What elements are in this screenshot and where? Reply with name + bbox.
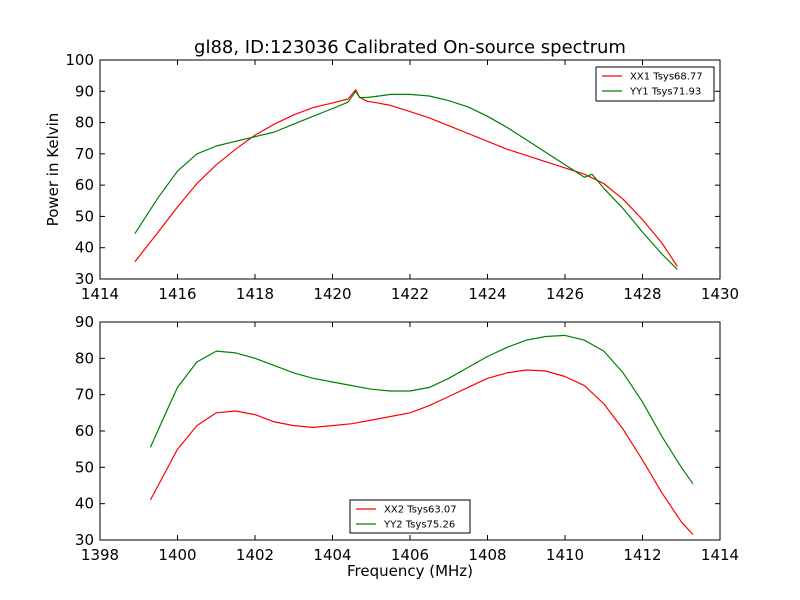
y-tick-label: 80 xyxy=(75,349,94,367)
y-tick-label: 30 xyxy=(75,270,94,288)
y-tick-label: 100 xyxy=(65,51,94,69)
y-tick-label: 40 xyxy=(75,495,94,513)
x-tick-label: 1416 xyxy=(158,285,196,303)
legend-box xyxy=(349,499,471,534)
y-tick-label: 60 xyxy=(75,422,94,440)
x-tick-label: 1414 xyxy=(701,546,739,564)
legend-label: XX2 Tsys63.07 xyxy=(384,505,457,516)
y-tick-label: 60 xyxy=(75,176,94,194)
x-tick-label: 1404 xyxy=(313,546,351,564)
x-axis-label: Frequency (MHz) xyxy=(347,562,473,580)
x-tick-label: 1420 xyxy=(313,285,351,303)
series-line-yy xyxy=(134,90,678,271)
x-tick-label: 1408 xyxy=(468,546,506,564)
y-tick-label: 30 xyxy=(75,531,94,549)
x-tick-label: 1428 xyxy=(623,285,661,303)
y-tick-label: 50 xyxy=(75,207,94,225)
legend-label: YY1 Tsys71.93 xyxy=(629,87,701,98)
y-tick-label: 40 xyxy=(75,239,94,257)
legend-label: XX1 Tsys68.77 xyxy=(630,72,703,83)
x-tick-label: 1410 xyxy=(546,546,584,564)
y-axis-label: Power in Kelvin xyxy=(44,113,62,227)
x-tick-label: 1398 xyxy=(81,546,119,564)
x-tick-label: 1414 xyxy=(81,285,119,303)
y-tick-label: 80 xyxy=(75,114,94,132)
x-tick-label: 1400 xyxy=(158,546,196,564)
x-tick-label: 1418 xyxy=(236,285,274,303)
legend-box xyxy=(595,66,715,102)
top-plot: 1414 1416 1418 1420 1422 1424 1426 1428 1430 30 40… xyxy=(44,51,739,303)
series-line-yy xyxy=(149,334,694,485)
bottom-plot: 1398 1400 1402 1404 1406 1408 1410 1412 1414 30 40… xyxy=(75,313,739,580)
x-tick-label: 1412 xyxy=(623,546,661,564)
x-tick-label: 1424 xyxy=(468,285,506,303)
y-tick-label: 50 xyxy=(75,458,94,476)
legend-label: YY2 Tsys75.26 xyxy=(383,520,455,531)
series-line-xx xyxy=(134,89,678,267)
y-tick-label: 90 xyxy=(75,82,94,100)
y-tick-label: 70 xyxy=(75,145,94,163)
y-tick-label: 70 xyxy=(75,386,94,404)
x-tick-label: 1430 xyxy=(701,285,739,303)
x-tick-label: 1426 xyxy=(546,285,584,303)
legend: XX1 Tsys68.77 YY1 Tsys71.93 xyxy=(595,66,715,102)
x-tick-label: 1422 xyxy=(391,285,429,303)
y-tick-label: 90 xyxy=(75,313,94,331)
series-line-xx xyxy=(149,369,694,535)
legend: XX2 Tsys63.07 YY2 Tsys75.26 xyxy=(349,499,471,534)
x-tick-label: 1402 xyxy=(236,546,274,564)
chart-title: gl88, ID:123036 Calibrated On-source spe… xyxy=(194,37,626,58)
x-tick-label: 1406 xyxy=(391,546,429,564)
